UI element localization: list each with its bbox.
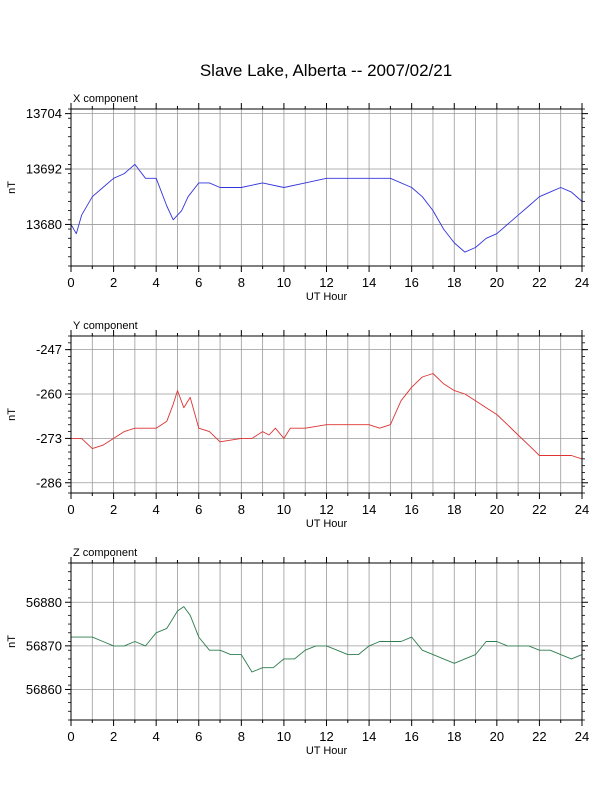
- x-tick-label: 24: [575, 275, 589, 290]
- x-tick-label: 14: [362, 729, 376, 744]
- y-tick-label: 13704: [26, 106, 62, 121]
- x-tick-label: 16: [404, 275, 418, 290]
- x-tick-label: 4: [153, 729, 160, 744]
- x-tick-label: 14: [362, 275, 376, 290]
- x-tick-label: 8: [238, 729, 245, 744]
- x-tick-label: 10: [277, 729, 291, 744]
- x-axis-label: UT Hour: [306, 745, 348, 757]
- x-tick-label: 22: [532, 502, 546, 517]
- x-tick-label: 0: [67, 502, 74, 517]
- y-axis-label: nT: [6, 408, 18, 421]
- x-tick-label: 12: [319, 275, 333, 290]
- x-tick-label: 6: [195, 502, 202, 517]
- x-axis-label: UT Hour: [306, 291, 348, 303]
- x-tick-label: 18: [447, 502, 461, 517]
- x-tick-label: 16: [404, 502, 418, 517]
- y-tick-label: -247: [36, 342, 62, 357]
- x-tick-label: 4: [153, 275, 160, 290]
- y-tick-label: 13692: [26, 162, 62, 177]
- x-tick-label: 2: [110, 275, 117, 290]
- x-tick-label: 20: [490, 275, 504, 290]
- y-tick-label: -286: [36, 475, 62, 490]
- y-tick-label: 56860: [26, 682, 62, 697]
- x-tick-label: 12: [319, 729, 333, 744]
- data-series-line: [71, 373, 583, 460]
- x-tick-label: 6: [195, 275, 202, 290]
- x-tick-label: 20: [490, 502, 504, 517]
- x-tick-label: 12: [319, 502, 333, 517]
- y-tick-label: 56880: [26, 595, 62, 610]
- x-tick-label: 6: [195, 729, 202, 744]
- x-tick-label: 10: [277, 275, 291, 290]
- data-series-line: [70, 163, 583, 253]
- figure-title: Slave Lake, Alberta -- 2007/02/21: [200, 61, 452, 80]
- x-tick-label: 8: [238, 502, 245, 517]
- x-tick-label: 2: [110, 729, 117, 744]
- x-tick-label: 16: [404, 729, 418, 744]
- x-tick-label: 8: [238, 275, 245, 290]
- x-tick-label: 14: [362, 502, 376, 517]
- x-tick-label: 2: [110, 502, 117, 517]
- x-tick-label: 10: [277, 502, 291, 517]
- x-axis-label: UT Hour: [306, 518, 348, 530]
- x-tick-label: 24: [575, 729, 589, 744]
- x-tick-label: 22: [532, 729, 546, 744]
- x-tick-label: 20: [490, 729, 504, 744]
- panel-label: X component: [73, 93, 138, 105]
- panel-label: Y component: [73, 320, 138, 332]
- x-tick-label: 24: [575, 502, 589, 517]
- y-tick-label: -273: [36, 431, 62, 446]
- x-tick-label: 0: [67, 729, 74, 744]
- y-axis-label: nT: [6, 635, 18, 648]
- x-tick-label: 18: [447, 729, 461, 744]
- panel-label: Z component: [73, 547, 137, 559]
- y-tick-label: 13680: [26, 217, 62, 232]
- x-tick-label: 22: [532, 275, 546, 290]
- y-tick-label: -260: [36, 387, 62, 402]
- x-tick-label: 4: [153, 502, 160, 517]
- data-series-line: [71, 606, 583, 673]
- y-axis-label: nT: [6, 181, 18, 194]
- y-tick-label: 56870: [26, 638, 62, 653]
- x-tick-label: 18: [447, 275, 461, 290]
- x-tick-label: 0: [67, 275, 74, 290]
